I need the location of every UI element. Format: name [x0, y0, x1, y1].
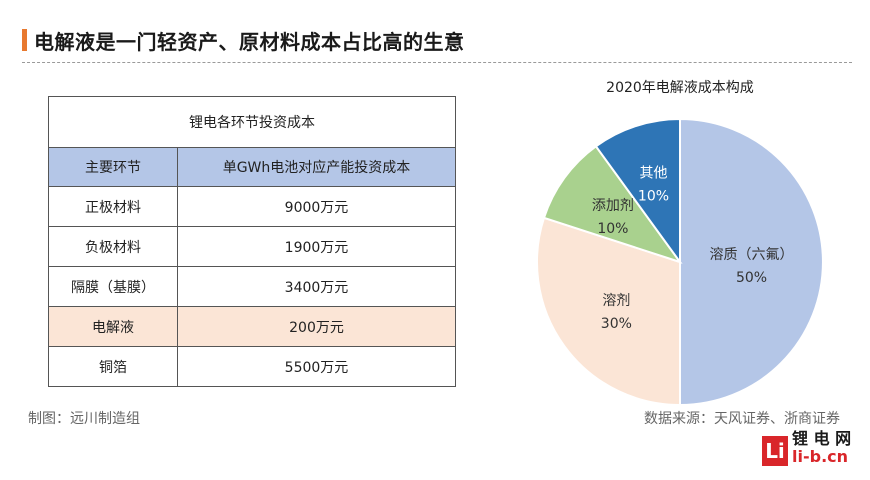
- slice-label: 添加剂: [592, 198, 634, 214]
- pie-slice: [536, 216, 681, 407]
- stage-cell: 负极材料: [48, 226, 178, 267]
- cost-cell: 1900万元: [177, 226, 456, 267]
- investment-cost-table: 锂电各环节投资成本 主要环节 单GWh电池对应产能投资成本 正极材料 9000万…: [48, 96, 456, 387]
- pie-slice: [679, 117, 824, 407]
- chart-title: 2020年电解液成本构成: [606, 80, 754, 96]
- slice-value-label: 50%: [736, 270, 767, 286]
- pie-slice: [594, 117, 681, 266]
- logo-cn-name: 锂 电 网: [792, 429, 852, 448]
- slice-value-label: 10%: [597, 221, 628, 237]
- slice-label: 溶剂: [602, 293, 630, 309]
- site-logo: 锂 电 网 li-b.cn: [792, 430, 851, 466]
- column-header-cost: 单GWh电池对应产能投资成本: [177, 147, 456, 187]
- table-row: 负极材料 1900万元: [48, 226, 456, 267]
- slice-value-label: 10%: [638, 188, 669, 204]
- stage-cell: 电解液: [48, 306, 178, 347]
- site-logo-mark: Li: [762, 436, 788, 466]
- stage-cell: 隔膜（基膜）: [48, 266, 178, 307]
- cost-cell: 9000万元: [177, 186, 456, 227]
- made-by-note: 制图：远川制造组: [28, 411, 140, 427]
- table-row: 正极材料 9000万元: [48, 186, 456, 227]
- table-caption: 锂电各环节投资成本: [48, 96, 456, 148]
- slice-value-label: 30%: [601, 316, 632, 332]
- title-accent-bar: [22, 29, 27, 51]
- table-row: 铜箔 5500万元: [48, 346, 456, 387]
- table-row-highlighted: 电解液 200万元: [48, 306, 456, 347]
- pie-slice: [542, 144, 683, 264]
- cost-cell: 5500万元: [177, 346, 456, 387]
- stage-cell: 正极材料: [48, 186, 178, 227]
- title-divider: [22, 62, 852, 63]
- page-title: 电解液是一门轻资产、原材料成本占比高的生意: [34, 30, 465, 54]
- table-row: 隔膜（基膜） 3400万元: [48, 266, 456, 307]
- stage-cell: 铜箔: [48, 346, 178, 387]
- cost-cell: 3400万元: [177, 266, 456, 307]
- cost-cell: 200万元: [177, 306, 456, 347]
- slice-label: 其他: [639, 165, 667, 181]
- logo-mark-text: Li: [765, 439, 785, 463]
- data-source-note: 数据来源：天风证券、浙商证券: [644, 411, 840, 427]
- logo-domain: li-b.cn: [792, 447, 849, 466]
- slice-label: 溶质（六氟）: [710, 247, 794, 263]
- column-header-stage: 主要环节: [48, 147, 178, 187]
